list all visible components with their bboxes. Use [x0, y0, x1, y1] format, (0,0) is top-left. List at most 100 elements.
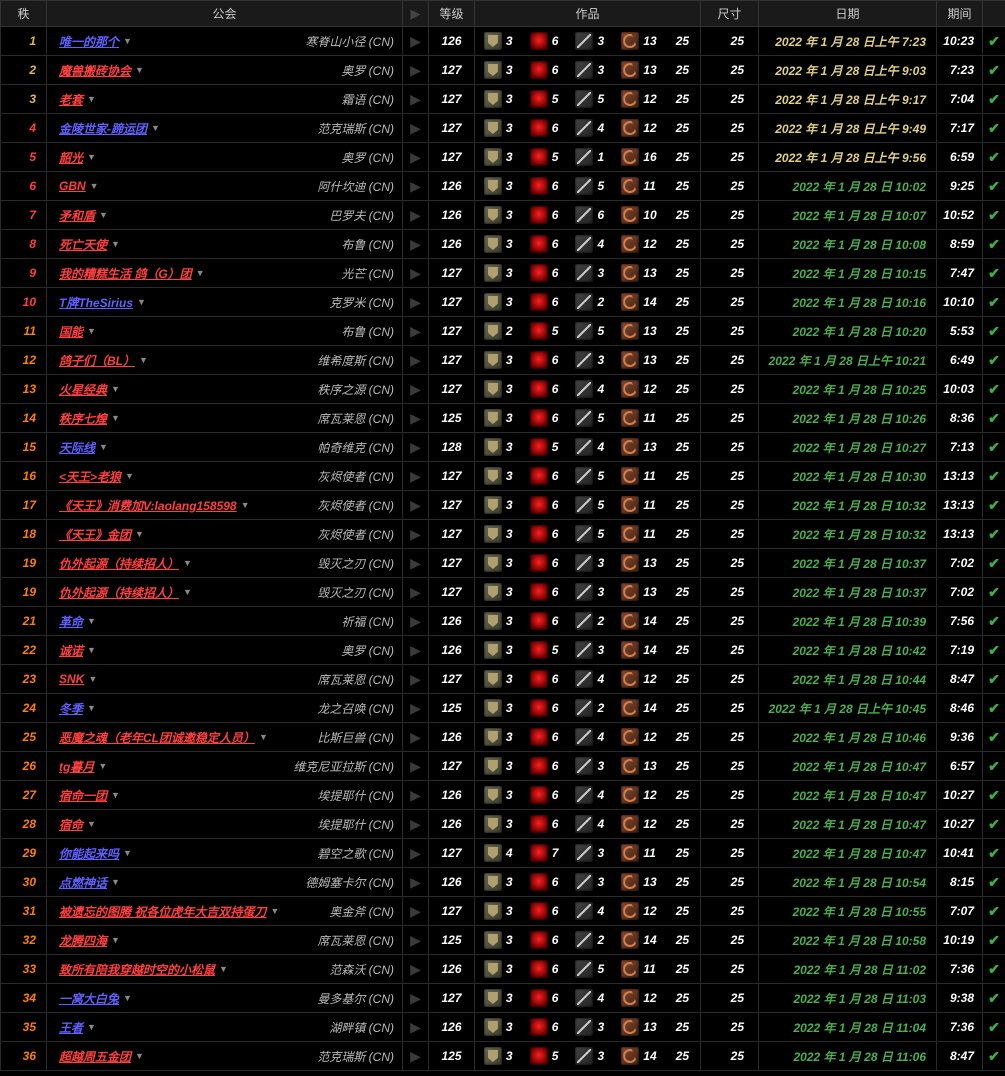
guild-link[interactable]: 唯一的那个: [59, 33, 119, 50]
th-duration[interactable]: 期间: [937, 1, 983, 27]
guild-link[interactable]: 《天王》金团: [59, 526, 131, 543]
guild-cell[interactable]: T牌TheSirius▼克罗米 (CN): [47, 288, 403, 317]
guild-cell[interactable]: 龙腾四海▼席瓦莱恩 (CN): [47, 926, 403, 955]
th-youtube[interactable]: ▶: [403, 1, 429, 27]
youtube-cell[interactable]: ▶: [403, 462, 429, 491]
comp-cell[interactable]: 3621425: [475, 607, 701, 636]
guild-link[interactable]: <天王>老狼: [59, 468, 121, 485]
table-row[interactable]: 19仇外起源（持续招人）▼毁灭之刃 (CN)▶1273631325252022 …: [1, 549, 1005, 578]
guild-link[interactable]: 冬季: [59, 700, 83, 717]
comp-cell[interactable]: 3641225: [475, 375, 701, 404]
table-row[interactable]: 28宿命▼埃提耶什 (CN)▶1263641225252022 年 1 月 28…: [1, 810, 1005, 839]
comp-cell[interactable]: 3631325: [475, 1013, 701, 1042]
guild-cell[interactable]: SNK▼席瓦莱恩 (CN): [47, 665, 403, 694]
guild-link[interactable]: 仇外起源（持续招人）: [59, 555, 179, 572]
guild-cell[interactable]: 革命▼祈福 (CN): [47, 607, 403, 636]
youtube-cell[interactable]: ▶: [403, 549, 429, 578]
guild-dropdown-icon[interactable]: ▼: [87, 703, 96, 713]
comp-cell[interactable]: 2551325: [475, 317, 701, 346]
youtube-cell[interactable]: ▶: [403, 27, 429, 56]
table-row[interactable]: 13火星经典▼秩序之源 (CN)▶1273641225252022 年 1 月 …: [1, 375, 1005, 404]
comp-cell[interactable]: 3551225: [475, 85, 701, 114]
guild-cell[interactable]: 老套▼霜语 (CN): [47, 85, 403, 114]
guild-link[interactable]: T牌TheSirius: [59, 294, 133, 311]
guild-dropdown-icon[interactable]: ▼: [111, 239, 120, 249]
youtube-cell[interactable]: ▶: [403, 172, 429, 201]
guild-dropdown-icon[interactable]: ▼: [196, 268, 205, 278]
guild-cell[interactable]: 金陵世家-蹄运团▼范克瑞斯 (CN): [47, 114, 403, 143]
guild-cell[interactable]: <天王>老狼▼灰烬使者 (CN): [47, 462, 403, 491]
guild-link[interactable]: 秩序七煌: [59, 410, 107, 427]
guild-link[interactable]: 你能起来吗: [59, 845, 119, 862]
youtube-cell[interactable]: ▶: [403, 839, 429, 868]
guild-cell[interactable]: 恶魔之魂（老年CL团诚邀稳定人员）▼比斯巨兽 (CN): [47, 723, 403, 752]
guild-link[interactable]: 韶光: [59, 149, 83, 166]
youtube-cell[interactable]: ▶: [403, 636, 429, 665]
guild-cell[interactable]: tg暮月▼维克尼亚拉斯 (CN): [47, 752, 403, 781]
guild-cell[interactable]: 冬季▼龙之召唤 (CN): [47, 694, 403, 723]
table-row[interactable]: 14秩序七煌▼席瓦莱恩 (CN)▶1253651125252022 年 1 月 …: [1, 404, 1005, 433]
comp-cell[interactable]: 3631325: [475, 56, 701, 85]
guild-link[interactable]: 革命: [59, 613, 83, 630]
guild-dropdown-icon[interactable]: ▼: [90, 181, 99, 191]
guild-dropdown-icon[interactable]: ▼: [111, 935, 120, 945]
youtube-cell[interactable]: ▶: [403, 1042, 429, 1071]
guild-link[interactable]: 宿命一团: [59, 787, 107, 804]
youtube-cell[interactable]: ▶: [403, 723, 429, 752]
guild-link[interactable]: tg暮月: [59, 758, 94, 775]
guild-link[interactable]: 诚诺: [59, 642, 83, 659]
guild-cell[interactable]: 《天王》金团▼灰烬使者 (CN): [47, 520, 403, 549]
youtube-cell[interactable]: ▶: [403, 520, 429, 549]
table-row[interactable]: 15天际线▼帕奇维克 (CN)▶1283541325252022 年 1 月 2…: [1, 433, 1005, 462]
table-row[interactable]: 5韶光▼奥罗 (CN)▶1273511625252022 年 1 月 28 日上…: [1, 143, 1005, 172]
guild-cell[interactable]: 宿命▼埃提耶什 (CN): [47, 810, 403, 839]
comp-cell[interactable]: 3641225: [475, 723, 701, 752]
guild-link[interactable]: GBN: [59, 179, 86, 193]
youtube-cell[interactable]: ▶: [403, 665, 429, 694]
guild-link[interactable]: 死亡天使: [59, 236, 107, 253]
th-level[interactable]: 等级: [429, 1, 475, 27]
guild-link[interactable]: 矛和盾: [59, 207, 95, 224]
guild-dropdown-icon[interactable]: ▼: [135, 1051, 144, 1061]
table-row[interactable]: 29你能起来吗▼碧空之歌 (CN)▶1274731125252022 年 1 月…: [1, 839, 1005, 868]
guild-cell[interactable]: 火星经典▼秩序之源 (CN): [47, 375, 403, 404]
youtube-cell[interactable]: ▶: [403, 694, 429, 723]
youtube-cell[interactable]: ▶: [403, 897, 429, 926]
youtube-cell[interactable]: ▶: [403, 491, 429, 520]
guild-dropdown-icon[interactable]: ▼: [111, 384, 120, 394]
guild-dropdown-icon[interactable]: ▼: [99, 210, 108, 220]
guild-cell[interactable]: 国能▼布鲁 (CN): [47, 317, 403, 346]
guild-cell[interactable]: 宿命一团▼埃提耶什 (CN): [47, 781, 403, 810]
youtube-cell[interactable]: ▶: [403, 752, 429, 781]
guild-cell[interactable]: 一窝大白兔▼曼多基尔 (CN): [47, 984, 403, 1013]
guild-link[interactable]: 国能: [59, 323, 83, 340]
table-row[interactable]: 32龙腾四海▼席瓦莱恩 (CN)▶1253621425252022 年 1 月 …: [1, 926, 1005, 955]
guild-dropdown-icon[interactable]: ▼: [87, 1022, 96, 1032]
guild-link[interactable]: 《天王》消费加V:laolang158598: [59, 497, 237, 514]
comp-cell[interactable]: 3511625: [475, 143, 701, 172]
table-row[interactable]: 10T牌TheSirius▼克罗米 (CN)▶1273621425252022 …: [1, 288, 1005, 317]
table-row[interactable]: 22诚诺▼奥罗 (CN)▶1263531425252022 年 1 月 28 日…: [1, 636, 1005, 665]
comp-cell[interactable]: 3631325: [475, 259, 701, 288]
table-row[interactable]: 3老套▼霜语 (CN)▶1273551225252022 年 1 月 28 日上…: [1, 85, 1005, 114]
guild-link[interactable]: SNK: [59, 672, 84, 686]
youtube-cell[interactable]: ▶: [403, 288, 429, 317]
guild-dropdown-icon[interactable]: ▼: [123, 848, 132, 858]
table-row[interactable]: 7矛和盾▼巴罗夫 (CN)▶1263661025252022 年 1 月 28 …: [1, 201, 1005, 230]
guild-cell[interactable]: 秩序七煌▼席瓦莱恩 (CN): [47, 404, 403, 433]
guild-dropdown-icon[interactable]: ▼: [87, 326, 96, 336]
guild-dropdown-icon[interactable]: ▼: [111, 877, 120, 887]
table-row[interactable]: 21革命▼祈福 (CN)▶1263621425252022 年 1 月 28 日…: [1, 607, 1005, 636]
table-row[interactable]: 4金陵世家-蹄运团▼范克瑞斯 (CN)▶1273641225252022 年 1…: [1, 114, 1005, 143]
youtube-cell[interactable]: ▶: [403, 984, 429, 1013]
th-date[interactable]: 日期: [759, 1, 937, 27]
comp-cell[interactable]: 3641225: [475, 897, 701, 926]
guild-cell[interactable]: 唯一的那个▼寒脊山小径 (CN): [47, 27, 403, 56]
table-row[interactable]: 8死亡天使▼布鲁 (CN)▶1263641225252022 年 1 月 28 …: [1, 230, 1005, 259]
comp-cell[interactable]: 3651125: [475, 491, 701, 520]
guild-dropdown-icon[interactable]: ▼: [183, 558, 192, 568]
guild-cell[interactable]: 死亡天使▼布鲁 (CN): [47, 230, 403, 259]
guild-link[interactable]: 被遗忘的图腾 祝各位虎年大吉双持蛋刀: [59, 903, 266, 920]
th-size[interactable]: 尺寸: [701, 1, 759, 27]
comp-cell[interactable]: 3641225: [475, 810, 701, 839]
